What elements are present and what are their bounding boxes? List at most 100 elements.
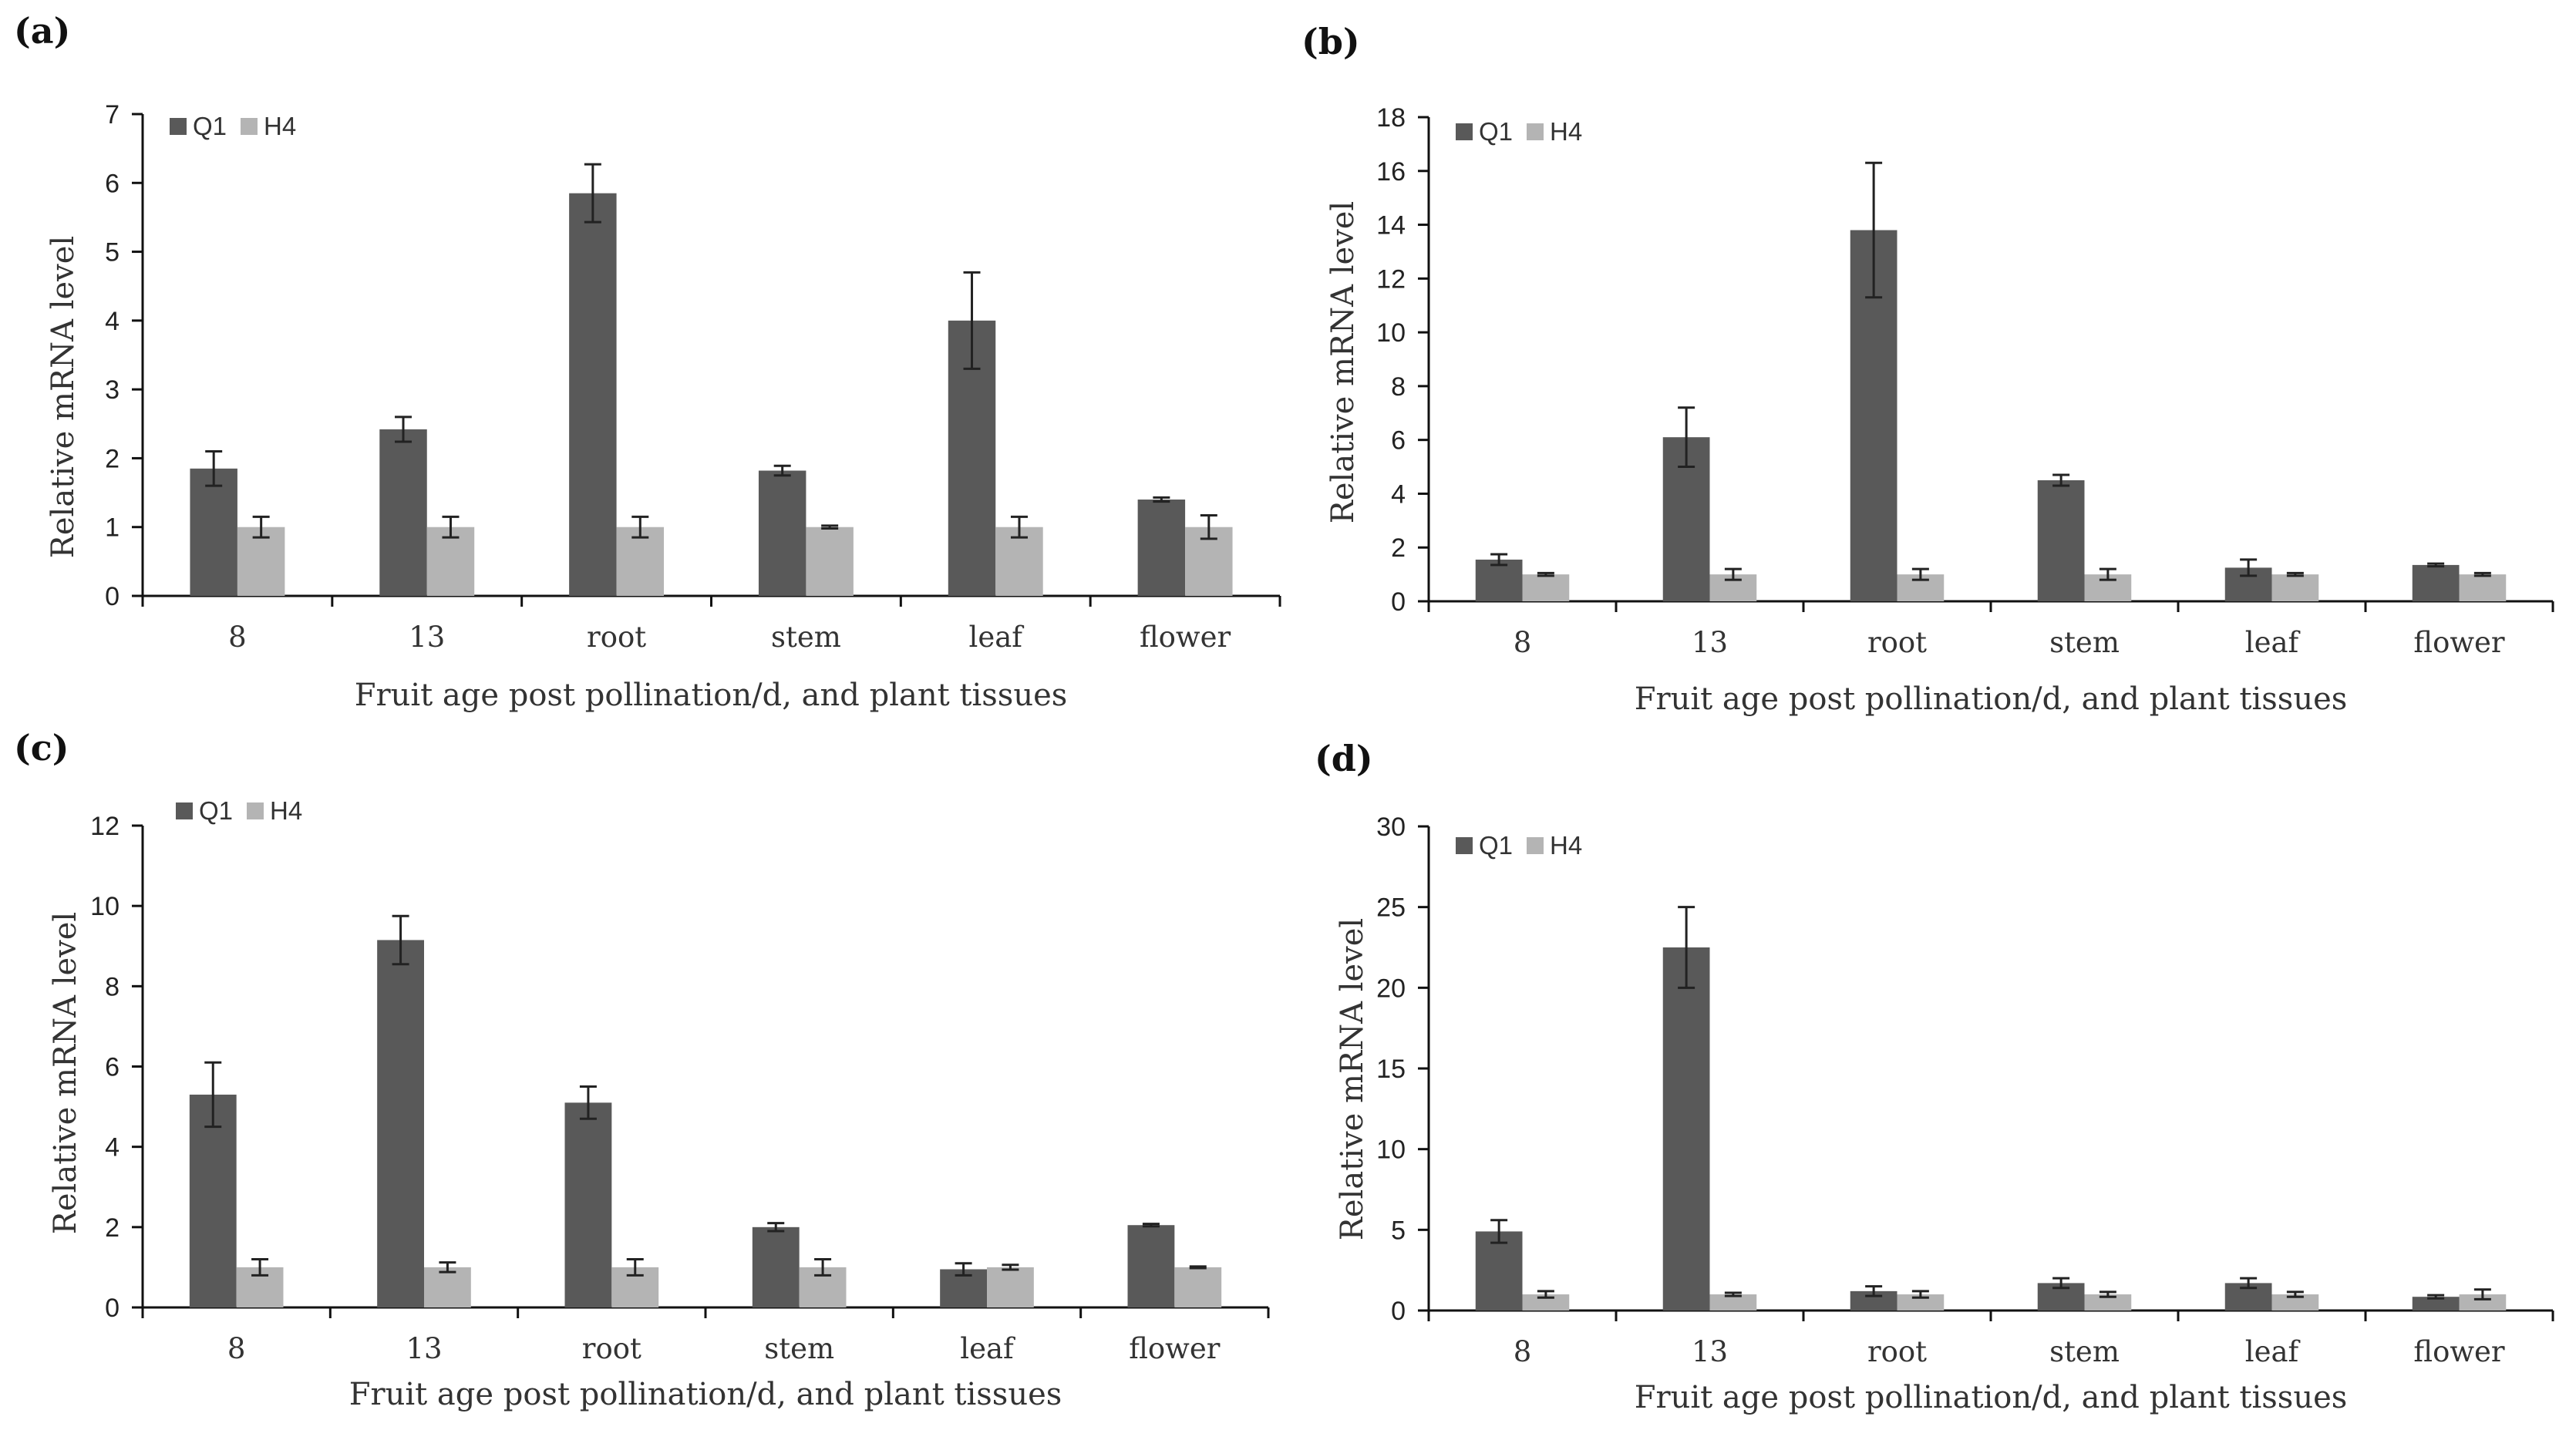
x-tick-label: 13 (409, 621, 445, 654)
bar-h4 (2459, 574, 2507, 601)
bar-h4 (2271, 574, 2319, 601)
bar-h4 (1522, 1294, 1570, 1311)
x-tick-label: root (1867, 626, 1927, 659)
legend-swatch-h4 (1527, 837, 1544, 854)
legend-swatch-q1 (1456, 837, 1473, 854)
bar-h4 (2459, 1294, 2507, 1311)
panel-label: (a) (14, 10, 70, 52)
y-tick-label: 7 (105, 100, 120, 130)
legend-label-h4: H4 (1550, 117, 1582, 146)
y-tick-label: 10 (1376, 318, 1406, 348)
bar-q1 (2412, 1297, 2460, 1311)
y-tick-label: 8 (1391, 372, 1406, 402)
chart-panel-b: (b) 0 2 4 6 8 10 12 14 16 18 8 13 root stem leaf flower F… (1301, 21, 2554, 717)
x-tick-label: 8 (1514, 626, 1532, 659)
bar-h4 (2084, 1294, 2132, 1311)
legend-swatch-h4 (241, 118, 258, 135)
legend-swatch-q1 (170, 118, 187, 135)
legend-label-q1: Q1 (193, 112, 227, 140)
x-tick-label: flower (2413, 626, 2505, 659)
bar-q1 (2412, 564, 2460, 601)
bar-h4 (1174, 1267, 1222, 1307)
y-tick-label: 25 (1376, 893, 1406, 923)
bar-q1 (564, 1102, 612, 1307)
legend-label-q1: Q1 (199, 796, 233, 825)
y-tick-label: 0 (105, 582, 120, 611)
y-tick-label: 10 (90, 892, 120, 921)
bar-q1 (752, 1226, 800, 1307)
y-tick-label: 0 (105, 1294, 120, 1323)
x-tick-label: 13 (1692, 626, 1728, 659)
bar-q1 (379, 429, 427, 596)
legend-label-h4: H4 (264, 112, 296, 140)
bar-h4 (1709, 1294, 1757, 1311)
x-axis-title: Fruit age post pollination/d, and plant … (1635, 681, 2348, 717)
legend: Q1 H4 (1456, 117, 1582, 146)
y-tick-label: 10 (1376, 1136, 1406, 1165)
x-axis-title: Fruit age post pollination/d, and plant … (349, 1377, 1062, 1412)
y-tick-label: 1 (105, 513, 120, 543)
legend: Q1 H4 (1456, 831, 1582, 860)
bar-h4 (424, 1267, 471, 1307)
legend-swatch-q1 (176, 802, 193, 819)
y-axis-title: Relative mRNA level (1325, 201, 1361, 523)
y-tick-label: 15 (1376, 1055, 1406, 1084)
x-axis-title: Fruit age post pollination/d, and plant … (355, 678, 1068, 713)
legend-label-q1: Q1 (1479, 831, 1513, 860)
x-tick-label: root (1867, 1335, 1927, 1368)
bar-q1 (1475, 559, 1523, 601)
y-tick-label: 18 (1376, 103, 1406, 133)
legend: Q1 H4 (170, 112, 296, 140)
x-axis-title: Fruit age post pollination/d, and plant … (1635, 1380, 2348, 1415)
x-tick-label: stem (2049, 626, 2120, 659)
x-tick-label: 13 (406, 1332, 442, 1365)
x-tick-label: root (582, 1332, 641, 1365)
y-tick-label: 6 (1391, 426, 1406, 456)
y-tick-label: 8 (105, 972, 120, 1001)
bar-h4 (2271, 1294, 2319, 1311)
x-tick-label: leaf (2245, 1335, 2301, 1368)
y-tick-label: 5 (1391, 1216, 1406, 1245)
bar-h4 (1897, 1294, 1945, 1311)
chart-panel-a: (a) 0 1 2 3 4 5 6 7 8 13 root stem leaf flower Fruit ag… (14, 10, 1281, 713)
y-tick-label: 4 (105, 307, 120, 336)
y-tick-label: 4 (105, 1133, 120, 1163)
y-tick-label: 12 (90, 812, 120, 841)
y-tick-label: 2 (105, 1213, 120, 1243)
x-tick-label: 8 (1514, 1335, 1532, 1368)
bar-q1 (1475, 1231, 1523, 1311)
panel-label: (b) (1301, 21, 1360, 62)
bar-q1 (1137, 500, 1186, 596)
y-tick-label: 2 (1391, 533, 1406, 563)
y-tick-label: 16 (1376, 157, 1406, 187)
x-tick-label: flower (1140, 621, 1231, 654)
y-tick-label: 6 (105, 1053, 120, 1082)
y-tick-label: 12 (1376, 264, 1406, 294)
bar-h4 (1522, 574, 1570, 601)
y-tick-label: 0 (1391, 587, 1406, 617)
x-tick-label: stem (771, 621, 841, 654)
legend-label-h4: H4 (1550, 831, 1582, 860)
legend-label-q1: Q1 (1479, 117, 1513, 146)
bar-q1 (189, 1094, 237, 1307)
bar-q1 (758, 470, 806, 596)
bar-q1 (2037, 480, 2085, 601)
y-tick-label: 3 (105, 375, 120, 405)
panel-label: (c) (14, 727, 69, 769)
x-tick-label: 8 (228, 621, 247, 654)
y-axis-title: Relative mRNA level (45, 236, 81, 558)
x-tick-label: leaf (969, 621, 1025, 654)
y-tick-label: 0 (1391, 1297, 1406, 1326)
legend: Q1 H4 (176, 796, 302, 825)
bar-q1 (190, 468, 237, 596)
bar-h4 (806, 527, 854, 596)
bar-q1 (377, 940, 424, 1307)
chart-panel-d: (d) 0 5 10 15 20 25 30 8 13 root stem leaf flower Frui… (1315, 738, 2554, 1415)
x-tick-label: root (587, 621, 646, 654)
legend-swatch-q1 (1456, 123, 1473, 140)
x-tick-label: 8 (227, 1332, 246, 1365)
y-tick-label: 5 (105, 238, 120, 267)
legend-label-h4: H4 (270, 796, 302, 825)
x-tick-label: flower (2413, 1335, 2505, 1368)
